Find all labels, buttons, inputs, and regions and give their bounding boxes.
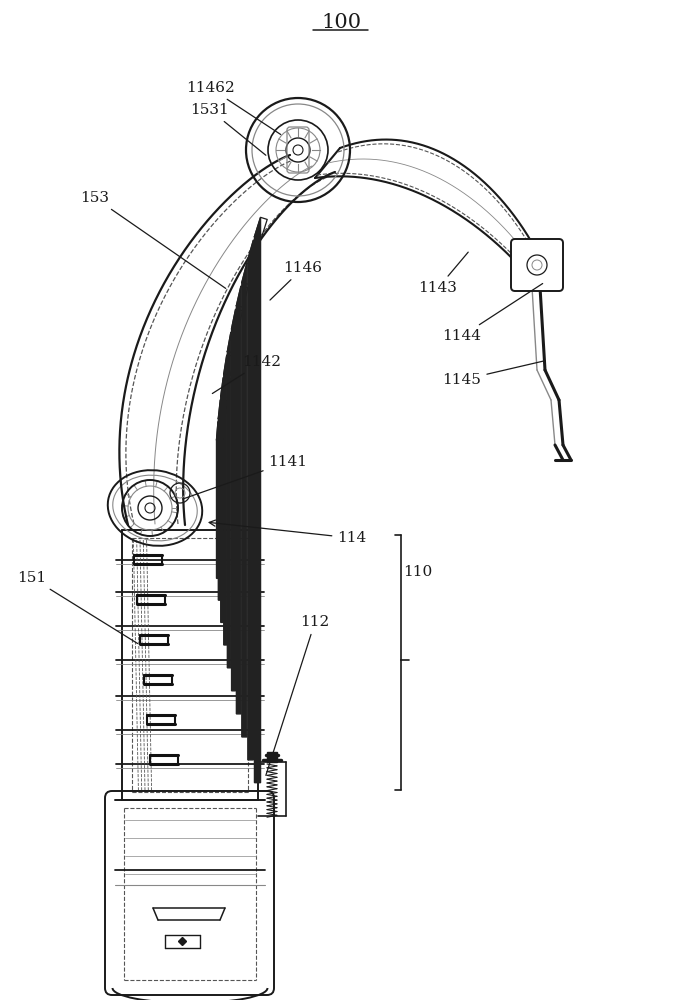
Polygon shape: [237, 286, 241, 714]
Polygon shape: [248, 240, 254, 760]
Polygon shape: [242, 263, 247, 737]
Text: 1145: 1145: [443, 361, 546, 387]
Polygon shape: [227, 332, 231, 668]
Text: 151: 151: [18, 571, 138, 644]
Polygon shape: [216, 422, 218, 578]
Text: 110: 110: [403, 565, 432, 579]
Polygon shape: [218, 400, 220, 600]
Text: 1146: 1146: [270, 261, 323, 300]
Polygon shape: [254, 217, 261, 783]
Text: 112: 112: [266, 615, 329, 775]
Text: 1144: 1144: [443, 284, 543, 343]
Text: 11462: 11462: [186, 81, 281, 134]
Text: 1143: 1143: [419, 252, 469, 295]
Text: 100: 100: [321, 12, 361, 31]
Text: 114: 114: [209, 520, 367, 545]
Text: 1142: 1142: [212, 355, 282, 394]
Polygon shape: [232, 309, 235, 691]
Polygon shape: [221, 378, 223, 622]
Text: 1141: 1141: [183, 455, 308, 499]
Text: 153: 153: [80, 191, 226, 288]
Polygon shape: [224, 355, 226, 645]
Text: 1531: 1531: [191, 103, 266, 155]
FancyBboxPatch shape: [511, 239, 563, 291]
